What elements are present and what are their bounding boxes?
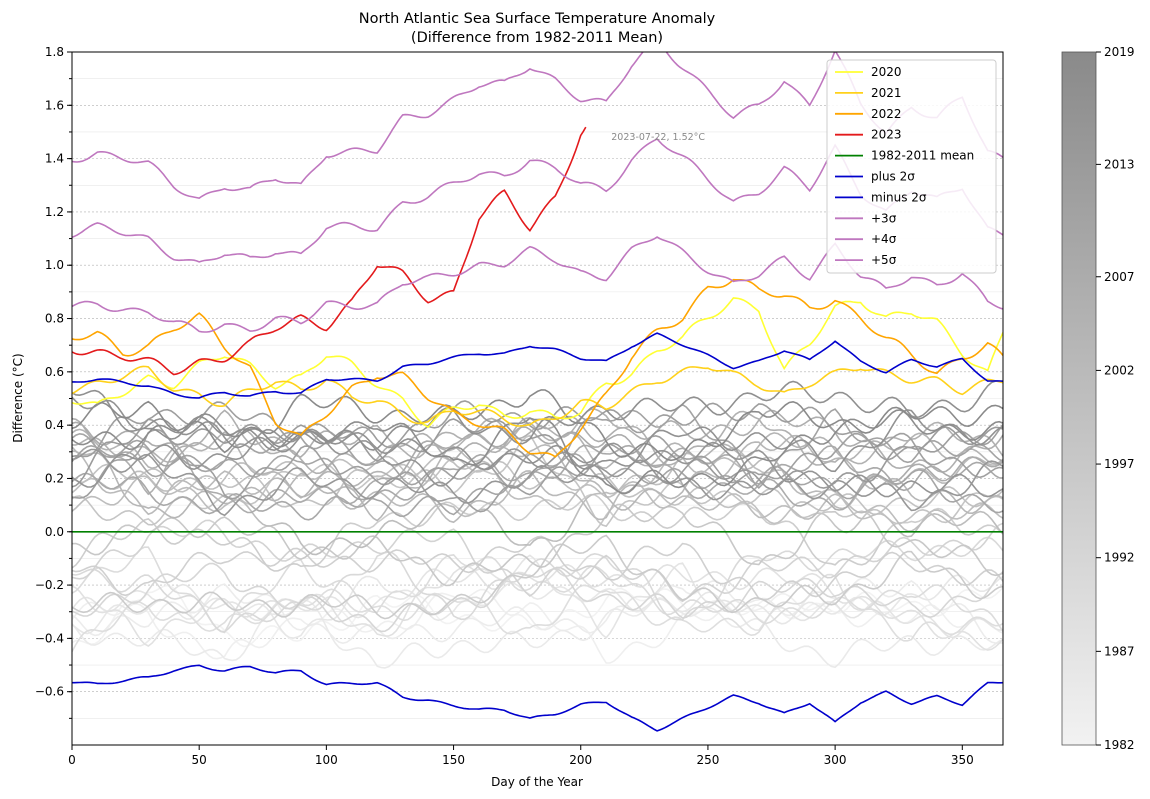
series-line xyxy=(72,332,1003,399)
year-line xyxy=(72,597,1003,669)
series-line xyxy=(72,297,1003,429)
x-tick-label: 100 xyxy=(315,753,338,767)
x-tick-label: 200 xyxy=(569,753,592,767)
legend-label: minus 2σ xyxy=(871,190,927,204)
year-line xyxy=(72,493,1003,572)
year-line xyxy=(72,418,1003,494)
year-line xyxy=(72,588,1003,664)
x-axis-label: Day of the Year xyxy=(491,775,583,789)
y-tick-label: 1.4 xyxy=(45,152,64,166)
y-tick-label: −0.6 xyxy=(35,685,64,699)
series-line xyxy=(72,126,587,376)
chart-title: North Atlantic Sea Surface Temperature A… xyxy=(359,11,716,27)
year-line xyxy=(72,546,1003,634)
x-tick-label: 50 xyxy=(192,753,207,767)
annotations: 2023-07-22, 1.52°C xyxy=(611,132,705,143)
x-tick-label: 0 xyxy=(68,753,76,767)
year-line xyxy=(72,444,1003,521)
y-tick-label: 1.6 xyxy=(45,98,64,112)
year-line xyxy=(72,554,1003,639)
y-tick-label: 0.4 xyxy=(45,418,64,432)
x-tick-label: 350 xyxy=(951,753,974,767)
legend-label: 2021 xyxy=(871,86,902,100)
colorbar: 1982 1987 1992 1997 2002 2007 2013 2019 xyxy=(1061,45,1135,752)
legend-label: plus 2σ xyxy=(871,170,915,184)
year-line xyxy=(72,432,1003,518)
colorbar-tick-label: 1987 xyxy=(1104,644,1135,658)
axes: 0 50 100 150 200 250 300 350 −0.6 −0.4 −0.2 0.0 0.2 0… xyxy=(35,45,974,767)
y-axis-label: Difference (°C) xyxy=(11,353,25,442)
year-line xyxy=(72,456,1003,525)
legend-label: 2020 xyxy=(871,65,902,79)
year-line xyxy=(72,389,1003,462)
year-line xyxy=(72,536,1003,633)
y-tick-label: −0.2 xyxy=(35,578,64,592)
x-tick-label: 250 xyxy=(696,753,719,767)
y-tick-label: 0.6 xyxy=(45,365,64,379)
year-line xyxy=(72,409,1003,496)
colorbar-tick-label: 2007 xyxy=(1104,270,1135,284)
y-tick-label: −0.4 xyxy=(35,631,64,645)
year-line xyxy=(72,428,1003,513)
colorbar-tick-label: 1982 xyxy=(1104,738,1135,752)
legend-label: 2023 xyxy=(871,128,902,142)
colorbar-tick-label: 2013 xyxy=(1104,157,1135,171)
colorbar-tick-label: 2019 xyxy=(1104,45,1135,59)
colorbar-tick-label: 2002 xyxy=(1104,363,1135,377)
legend-box xyxy=(826,59,997,274)
year-line xyxy=(72,535,1003,601)
plot-lines xyxy=(72,52,1003,732)
year-line xyxy=(72,503,1003,587)
year-line xyxy=(72,428,1003,498)
y-tick-label: 1.2 xyxy=(45,205,64,219)
year-line xyxy=(72,434,1003,522)
colorbar-tick-label: 1992 xyxy=(1104,551,1135,565)
chart-subtitle: (Difference from 1982-2011 Mean) xyxy=(411,30,663,46)
x-tick-label: 150 xyxy=(442,753,465,767)
year-line xyxy=(72,475,1003,556)
y-tick-label: 1.8 xyxy=(45,45,64,59)
y-tick-label: 0.8 xyxy=(45,312,64,326)
series-line xyxy=(72,664,1003,732)
legend-label: 1982-2011 mean xyxy=(871,149,974,163)
year-line xyxy=(72,584,1003,648)
legend-label: 2022 xyxy=(871,107,902,121)
year-line xyxy=(72,563,1003,651)
legend-label: +3σ xyxy=(871,211,897,225)
year-line xyxy=(72,396,1003,473)
year-line xyxy=(72,519,1003,603)
y-tick-label: 0.0 xyxy=(45,525,64,539)
colorbar-gradient xyxy=(1061,51,1097,746)
colorbar-tick-label: 1997 xyxy=(1104,457,1135,471)
y-tick-label: 0.2 xyxy=(45,471,64,485)
x-tick-label: 300 xyxy=(824,753,847,767)
year-line xyxy=(72,534,1003,620)
legend-label: +4σ xyxy=(871,232,897,246)
series-line xyxy=(72,278,1003,458)
year-line xyxy=(72,380,1003,452)
legend: 2020 2021 2022 2023 1982-2011 mean plus 2σ min… xyxy=(826,59,997,274)
peak-annotation: 2023-07-22, 1.52°C xyxy=(611,132,705,143)
legend-label: +5σ xyxy=(871,253,897,267)
series-line xyxy=(72,365,1003,427)
year-line xyxy=(72,400,1003,461)
y-tick-label: 1.0 xyxy=(45,258,64,272)
